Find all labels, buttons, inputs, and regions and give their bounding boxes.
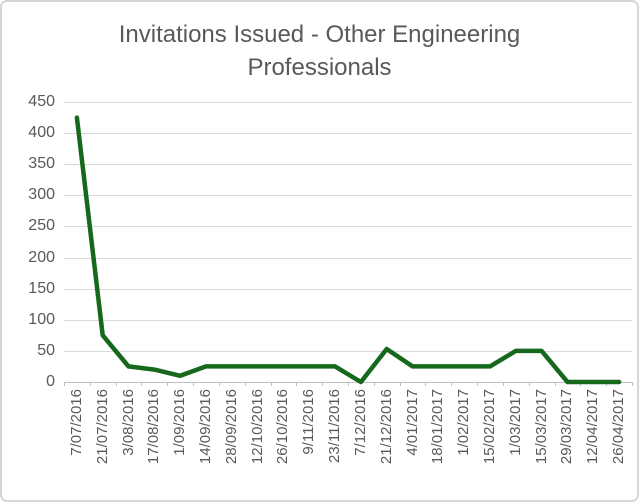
- x-axis-label: 26/10/2016: [274, 389, 292, 465]
- x-axis-label: 17/08/2016: [145, 389, 163, 465]
- x-axis-label: 12/10/2016: [248, 389, 266, 465]
- x-tick-mark: [528, 382, 530, 386]
- x-tick-mark: [141, 382, 143, 386]
- y-axis-label: 250: [28, 217, 55, 235]
- x-axis-label: 7/07/2016: [67, 389, 85, 456]
- y-axis-label: 50: [37, 341, 55, 359]
- x-tick-mark: [632, 382, 633, 386]
- x-tick-mark: [270, 382, 272, 386]
- x-tick-mark: [64, 382, 65, 386]
- invitations-line: [74, 115, 622, 385]
- y-axis-label: 0: [46, 373, 55, 390]
- gridline: [64, 102, 632, 103]
- x-tick-mark: [322, 382, 324, 386]
- x-tick-mark: [373, 382, 375, 386]
- y-axis-label: 300: [28, 186, 55, 204]
- x-tick-mark: [425, 382, 427, 386]
- gridline: [64, 257, 632, 259]
- gridline: [64, 288, 632, 290]
- x-tick-mark: [477, 382, 479, 386]
- x-tick-mark: [399, 382, 401, 386]
- x-axis-label: 3/08/2016: [119, 389, 137, 456]
- x-axis-label: 21/07/2016: [93, 389, 111, 465]
- x-tick-mark: [89, 382, 91, 386]
- x-axis-label: 21/12/2016: [377, 389, 395, 465]
- x-tick-mark: [218, 382, 220, 386]
- y-axis-label: 350: [28, 155, 55, 173]
- gridline: [64, 195, 632, 197]
- x-tick-mark: [167, 382, 169, 386]
- x-axis-label: 29/03/2017: [558, 389, 576, 465]
- x-axis-label: 12/04/2017: [584, 389, 602, 465]
- chart-title: Invitations Issued - Other Engineering P…: [118, 21, 521, 81]
- y-axis-label: 150: [28, 279, 55, 297]
- x-tick-mark: [554, 382, 556, 386]
- gridline: [64, 319, 632, 321]
- line-series-svg: [74, 115, 622, 385]
- x-tick-mark: [193, 382, 195, 386]
- x-tick-mark: [296, 382, 298, 386]
- x-axis-label: 26/04/2017: [610, 389, 628, 465]
- y-axis-label: 100: [28, 310, 55, 328]
- x-axis-label: 23/11/2016: [326, 389, 344, 463]
- x-axis-label: 1/02/2017: [455, 389, 473, 456]
- x-axis-label: 28/09/2016: [222, 389, 240, 465]
- x-tick-mark: [451, 382, 453, 386]
- x-axis-label: 4/01/2017: [403, 389, 421, 456]
- y-axis-label: 400: [28, 124, 55, 142]
- gridline: [64, 350, 632, 352]
- x-axis-label: 14/09/2016: [197, 389, 214, 465]
- x-axis-label: 7/12/2016: [351, 389, 369, 456]
- y-axis-label: 450: [28, 93, 55, 110]
- x-tick-mark: [244, 382, 246, 386]
- x-axis-label: 1/09/2016: [171, 389, 189, 456]
- gridline: [64, 133, 632, 135]
- x-tick-mark: [502, 382, 504, 386]
- gridline: [64, 226, 632, 228]
- x-tick-mark: [348, 382, 349, 386]
- x-tick-mark: [115, 382, 117, 386]
- x-axis-label: 1/03/2017: [506, 389, 524, 456]
- gridline: [64, 164, 632, 166]
- x-axis-label: 9/11/2016: [300, 389, 318, 455]
- x-axis-label: 18/01/2017: [429, 389, 447, 465]
- x-axis-label: 15/03/2017: [532, 389, 550, 465]
- y-axis-label: 200: [28, 248, 55, 266]
- x-axis-label: 15/02/2017: [481, 389, 498, 465]
